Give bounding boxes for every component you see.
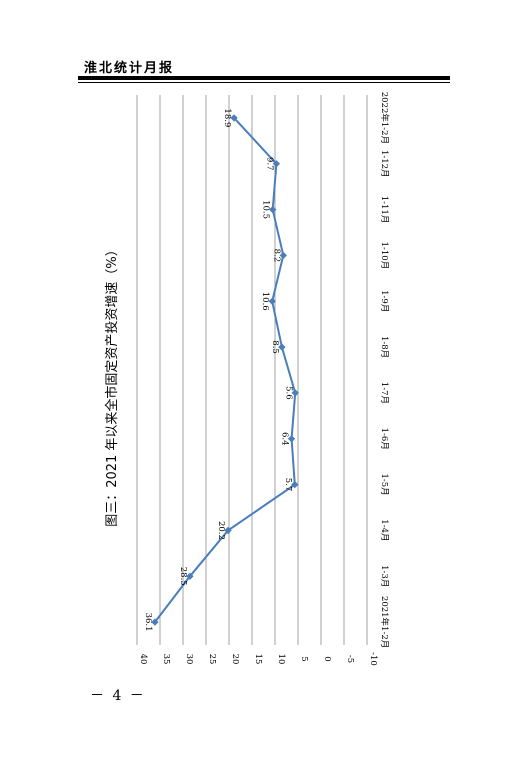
data-point-marker <box>287 435 296 443</box>
category-label: 1-6月 <box>379 428 389 450</box>
data-label: 36.1 <box>143 613 153 632</box>
investment-growth-series <box>151 114 299 626</box>
category-label: 1-7月 <box>379 382 389 404</box>
value-tick-label: 15 <box>253 654 263 665</box>
category-label: 2022年1-2月 <box>379 92 390 144</box>
data-label: 10.5 <box>261 200 271 219</box>
category-label: 1-5月 <box>379 473 389 495</box>
category-label: 1-12月 <box>379 150 389 178</box>
value-tick-label: 35 <box>161 654 171 665</box>
data-label: 28.5 <box>178 567 188 586</box>
report-title: 淮北统计月报 <box>84 61 175 76</box>
data-label: 8.2 <box>271 249 281 263</box>
category-label: 1-9月 <box>379 290 389 312</box>
data-point-marker <box>291 389 299 397</box>
chart-gridlines <box>136 95 368 645</box>
category-label: 1-11月 <box>379 196 389 224</box>
value-tick-label: 40 <box>138 654 148 665</box>
data-point-marker <box>224 526 232 535</box>
header-rule-thick <box>78 76 450 80</box>
data-label: 8.5 <box>270 340 280 354</box>
value-tick-label: 25 <box>207 654 217 665</box>
data-point-marker <box>230 114 238 122</box>
page-number: － 4 － <box>90 688 146 704</box>
data-label: 20.2 <box>216 521 226 540</box>
data-point-marker <box>291 480 299 489</box>
value-tick-label: 5 <box>299 656 309 661</box>
category-label: 1-3月 <box>379 565 389 587</box>
chart-title: 图三：2021 年以来全市固定资产投资增速（%） <box>104 243 120 527</box>
data-label: 10.6 <box>260 292 270 311</box>
category-label: 1-4月 <box>379 519 389 541</box>
category-axis-labels: 2021年1-2月 1-3月 1-4月 1-5月 1-6月 1-7月 1-8月 1-9月 1-1… <box>379 92 390 648</box>
data-point-marker <box>278 343 286 351</box>
category-label: 1-8月 <box>379 336 389 358</box>
value-tick-label: 20 <box>230 654 240 665</box>
data-label: 18.9 <box>222 108 232 127</box>
data-point-marker <box>279 251 287 260</box>
value-tick-label: -5 <box>345 655 355 663</box>
data-label: 6.4 <box>280 432 290 446</box>
data-point-marker <box>186 572 194 580</box>
value-tick-label: 30 <box>184 654 194 665</box>
value-axis-ticks: 40 35 30 25 20 15 10 5 0 -5 -10 <box>138 652 378 666</box>
data-label: 5.6 <box>283 386 293 400</box>
header-rule-thin <box>78 82 450 83</box>
category-label: 2021年1-2月 <box>379 596 390 648</box>
value-tick-label: 0 <box>322 656 332 661</box>
data-point-marker <box>272 160 281 168</box>
data-label: 5.7 <box>283 478 293 492</box>
value-tick-label: -10 <box>368 652 378 666</box>
data-label: 9.7 <box>264 157 274 171</box>
data-point-marker <box>268 297 276 305</box>
series-line <box>154 117 297 623</box>
data-labels: 36.1 28.5 20.2 5.7 6.4 5.6 8.5 10.6 8.2 10.5 9.7 18… <box>143 108 293 631</box>
category-label: 1-10月 <box>379 242 389 270</box>
value-tick-label: 10 <box>276 654 286 665</box>
